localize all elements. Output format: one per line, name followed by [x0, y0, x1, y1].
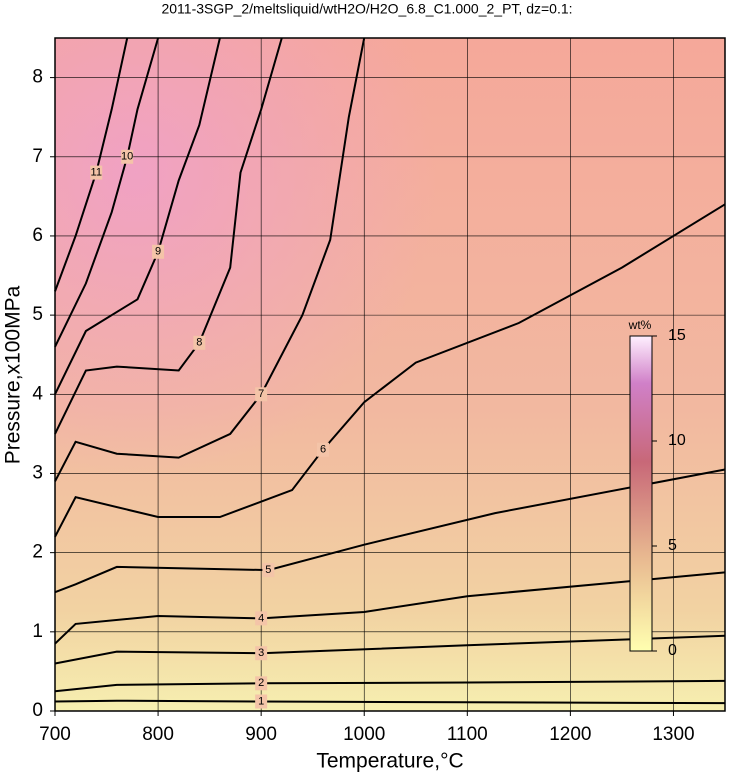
contour-label: 7 — [258, 388, 264, 400]
contour-label: 3 — [258, 647, 264, 659]
x-tick-label: 800 — [142, 724, 174, 745]
colorbar-label: wt% — [628, 318, 652, 332]
contours: 1 2 3 4 5 6 7 8 9 10 11 — [54, 37, 726, 709]
contour-line — [54, 37, 366, 482]
contour-label-bg — [193, 335, 206, 350]
contour-label: 6 — [320, 444, 326, 456]
colorbar — [629, 335, 653, 652]
plot-frame — [54, 37, 726, 712]
colorbar-tick-label: 10 — [668, 432, 686, 449]
contour-label: 8 — [196, 337, 202, 349]
y-tick-label: 6 — [32, 225, 43, 246]
x-tick-label: 1100 — [447, 724, 488, 745]
colorbar-tick-label: 5 — [668, 537, 677, 554]
contour-label: 2 — [258, 677, 264, 689]
contour-label: 1 — [258, 695, 264, 707]
contour-label-bg — [255, 646, 268, 661]
contour-label-bg — [255, 676, 268, 691]
colorbar-ticks: 0 5 10 15 — [652, 327, 686, 659]
colorbar-tick-label: 0 — [668, 642, 677, 659]
colorbar-tick-label: 15 — [668, 327, 686, 344]
contour-label-bg — [255, 694, 268, 709]
contour-label-bg — [255, 387, 268, 402]
x-axis-label: Temperature,°C — [316, 750, 463, 773]
y-tick-label: 5 — [32, 304, 43, 325]
contour-label: 5 — [265, 564, 271, 576]
y-tick-label: 3 — [32, 462, 43, 483]
contour-label-bg — [255, 611, 268, 626]
y-tick-label: 7 — [32, 146, 43, 167]
y-tick-label: 1 — [32, 621, 43, 642]
y-tick-label: 2 — [32, 542, 43, 563]
x-tick-label: 1200 — [549, 724, 591, 745]
contour-line — [54, 37, 160, 348]
x-tick-label: 900 — [245, 724, 277, 745]
chart-title: 2011-3SGP_2/meltsliquid/wtH2O/H2O_6.8_C1… — [161, 1, 572, 17]
y-tick-label: 8 — [32, 67, 43, 88]
contour-label-bg — [90, 165, 103, 180]
contour-label: 10 — [121, 151, 133, 163]
contour-label-bg — [262, 563, 275, 578]
x-tick-label: 1000 — [343, 724, 385, 745]
contour-label: 11 — [91, 167, 102, 179]
y-axis-label: Pressure,x100MPa — [2, 285, 25, 464]
y-tick-label: 4 — [32, 383, 43, 404]
contour-label-bg — [152, 244, 165, 259]
x-tick-label: 700 — [39, 724, 71, 745]
contour-label-bg — [121, 149, 134, 164]
contour-label: 9 — [155, 246, 161, 258]
plot-shade — [55, 38, 725, 711]
contour-label-bg — [317, 442, 329, 457]
contour-label: 4 — [258, 612, 264, 624]
y-tick-label: 0 — [32, 700, 43, 721]
x-tick-label: 1300 — [652, 724, 694, 745]
